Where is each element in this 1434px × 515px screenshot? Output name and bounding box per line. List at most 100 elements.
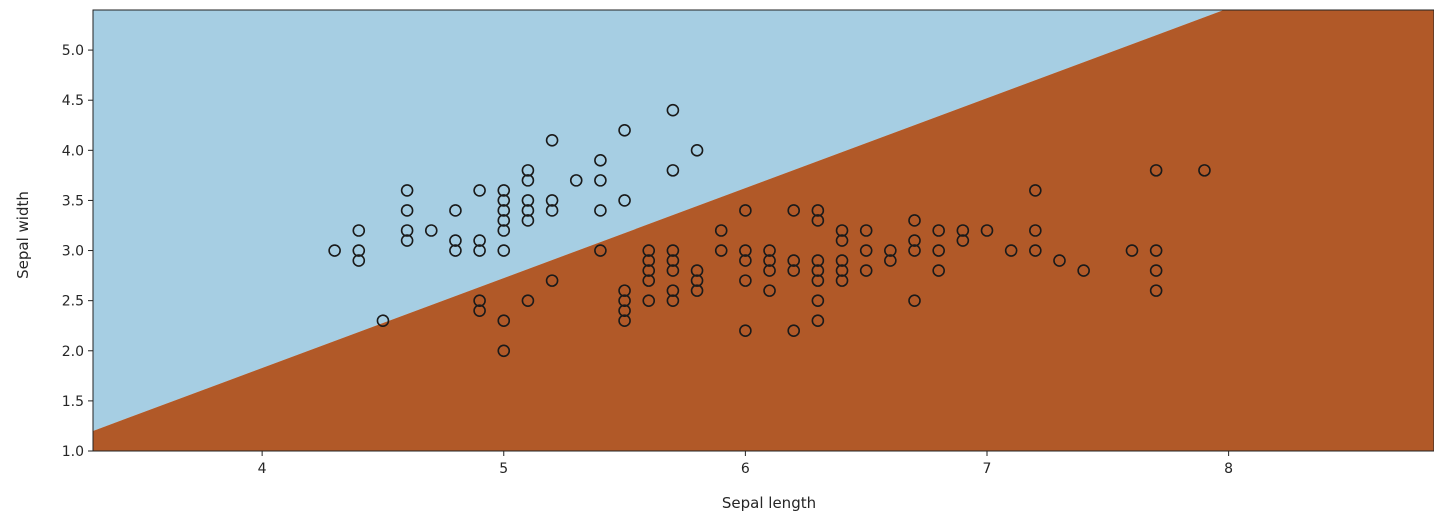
data-point [714,224,728,237]
data-point [690,144,704,157]
data-point [739,204,752,217]
data-point [521,204,535,217]
data-point [521,294,535,307]
data-point [1077,264,1090,277]
data-point [400,184,414,197]
data-point [787,204,801,217]
data-point [618,304,631,317]
data-point [859,244,873,257]
data-point [328,244,341,257]
data-point [835,254,849,267]
data-point [618,294,631,307]
x-tick-label: 6 [741,461,750,477]
y-axis: 1.0 1.5 2.0 2.5 3.0 3.5 4.0 4.5 5.0 [62,43,93,460]
data-point [1149,164,1163,177]
data-point [521,214,535,227]
data-point [956,224,970,237]
data-point [666,254,680,267]
data-point [1029,244,1042,257]
data-point [1029,184,1042,197]
data-point [666,294,680,307]
data-point [859,264,873,277]
data-point [739,274,752,287]
data-point [956,234,970,247]
y-tick-label: 1.5 [62,394,84,410]
x-tick-label: 4 [258,461,267,477]
data-point [787,264,801,277]
data-point [642,254,656,267]
data-point [811,294,825,307]
data-point [497,194,511,207]
data-point [1198,164,1211,177]
data-point [690,264,704,277]
data-point [739,324,752,338]
data-point [884,254,897,267]
data-point [811,254,825,267]
data-point [787,324,801,338]
data-point [1029,224,1042,237]
data-point [497,224,511,237]
data-point [859,224,873,237]
data-point [449,204,462,217]
data-point [400,234,414,247]
data-point [449,244,462,257]
data-point [497,184,511,197]
data-point [714,244,728,257]
data-point [545,204,559,217]
y-tick-label: 4.0 [62,143,84,159]
data-point [1125,244,1139,257]
data-point [980,224,994,237]
x-tick-label: 5 [499,461,508,477]
data-point [594,174,607,187]
data-point [763,264,776,277]
y-tick-label: 4.5 [62,93,84,109]
data-point [473,244,486,257]
data-point [811,214,825,227]
data-point [811,204,825,217]
plot-frame [92,9,1434,452]
data-point [932,224,945,237]
data-point [1004,244,1018,257]
data-point [1149,244,1163,257]
data-point [352,224,366,237]
data-point [763,284,776,297]
data-point [835,264,849,277]
data-point [835,224,849,237]
data-point [642,244,656,257]
data-point [473,234,486,247]
data-point [449,234,462,247]
data-point [642,274,656,287]
data-point [521,194,535,207]
data-point [642,264,656,277]
data-point [569,174,583,187]
data-point [666,244,680,257]
data-point [763,244,776,257]
data-point [1149,264,1163,277]
data-point [352,254,366,267]
data-point [666,103,680,117]
data-point [594,154,607,167]
data-point [497,244,511,257]
x-axis-label: Sepal length [722,494,816,512]
data-point [618,123,631,137]
y-tick-label: 1.0 [62,444,84,460]
data-point [545,274,559,287]
data-point [1053,254,1066,267]
data-point [1149,284,1163,297]
data-point [376,314,390,328]
data-point [352,244,366,257]
data-point [908,244,921,257]
data-point [835,234,849,247]
data-point [594,204,607,217]
data-point [594,244,607,257]
data-point [642,294,656,307]
data-point [473,294,486,307]
region-class-lower [93,10,1434,451]
data-point [908,234,921,247]
data-point [521,174,535,187]
data-point [618,194,631,207]
data-points [328,103,1211,358]
data-point [932,244,945,257]
data-point [666,164,680,177]
